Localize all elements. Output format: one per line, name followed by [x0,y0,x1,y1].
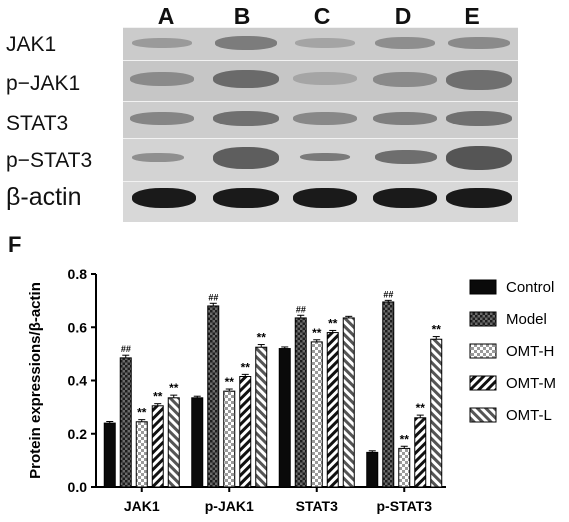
band [213,188,279,208]
bar-model-stat3 [294,317,307,488]
legend-swatch-control [469,279,497,295]
blot-row-label-jak1: JAK1 [6,33,57,56]
significance-mark: ## [383,289,393,299]
band [132,38,192,48]
band [293,188,357,208]
x-tick-label: p-JAK1 [205,498,254,514]
bar-model-jak1 [119,357,132,488]
band [293,112,357,125]
legend-swatch-omt-l [469,407,497,423]
significance-mark: ** [400,432,410,446]
legend-swatch-omt-m [469,375,497,391]
bar-omt-l-stat3 [342,317,355,488]
band [130,72,194,86]
legend-label: Model [506,311,547,328]
bar-model-p-jak1 [207,305,220,488]
blot-row-label-stat3: STAT3 [6,112,69,135]
legend-swatch-model [469,311,497,327]
legend-label: OMT-M [506,375,556,392]
blot-row-label-p-jak1: p−JAK1 [6,72,81,95]
bar-control-p-stat3 [366,451,379,488]
band [446,188,512,208]
band [213,70,279,88]
band [373,72,437,87]
significance-mark: ## [121,344,131,354]
significance-mark: ** [241,360,251,374]
band [132,153,184,162]
lane-label-c: C [313,3,331,29]
x-tick-label: p-STAT3 [377,498,433,514]
y-axis-label: Protein expressions/β-actin [27,282,44,479]
legend-swatch-omt-h [469,343,497,359]
band [132,188,196,208]
band [300,153,350,161]
legend-label: Control [506,279,554,296]
significance-mark: ## [296,304,306,314]
bar-omt-h-p-jak1 [223,390,236,488]
significance-mark: ** [137,406,147,420]
band [373,112,437,125]
bar-chart: 0.0 0.2 0.4 0.6 0.8 Protein expressions/β-act… [27,266,556,514]
y-tick-label: 0.2 [68,426,88,442]
band [130,112,194,125]
bar-omt-m-jak1 [151,405,164,488]
significance-mark: ** [416,401,426,415]
band [446,146,512,170]
western-blot-panel: A B C D E JAK1 p−JAK1 STAT3 p−STAT3 β-ac… [0,0,569,230]
plot-area: 0.0 0.2 0.4 0.6 0.8 Protein expressions/β-act… [27,266,446,514]
band [213,111,279,126]
significance-mark: ** [153,390,163,404]
bar-omt-l-jak1 [167,397,180,488]
x-tick-label: JAK1 [124,498,160,514]
bar-omt-m-p-stat3 [414,417,427,488]
lane-label-b: B [233,3,251,29]
significance-mark: ** [169,381,179,395]
blot-row-label-p-stat3: p−STAT3 [6,149,93,172]
bar-model-p-stat3 [382,301,395,488]
band [373,188,437,208]
bar-control-stat3 [278,348,291,488]
significance-mark: ** [328,316,338,330]
significance-mark: ** [432,323,442,337]
band [375,37,435,49]
legend-label: OMT-H [506,343,554,360]
bar-omt-m-p-jak1 [239,376,252,488]
lane-label-a: A [157,3,175,29]
blot-row-label-beta-actin: β-actin [6,183,82,211]
y-tick-label: 0.6 [68,319,88,335]
band [295,38,355,48]
band [375,150,437,164]
y-tick-label: 0.0 [68,479,88,495]
bar-omt-l-p-jak1 [255,346,268,488]
bar-omt-m-stat3 [326,332,339,488]
bar-omt-h-stat3 [310,341,323,488]
lane-label-d: D [394,3,412,29]
bar-omt-l-p-stat3 [430,338,443,488]
bar-omt-h-p-stat3 [398,447,411,488]
band [448,37,510,49]
legend: Control Model OMT-H OMT-M OMT-L [469,279,556,424]
bar-control-p-jak1 [191,397,204,488]
y-tick-label: 0.4 [68,373,88,389]
significance-mark: ** [225,375,235,389]
band [213,147,279,169]
legend-label: OMT-L [506,407,552,424]
significance-mark: ## [208,292,218,302]
panel-label: F [8,232,22,257]
band [446,70,512,90]
significance-mark: ** [312,326,322,340]
bar-omt-h-jak1 [135,421,148,488]
band [446,111,512,126]
significance-mark: ** [257,331,267,345]
band [215,36,277,50]
lane-label-e: E [464,3,480,29]
band [293,72,357,85]
x-tick-label: STAT3 [296,498,338,514]
y-tick-label: 0.8 [68,266,88,282]
bar-control-jak1 [103,422,116,488]
